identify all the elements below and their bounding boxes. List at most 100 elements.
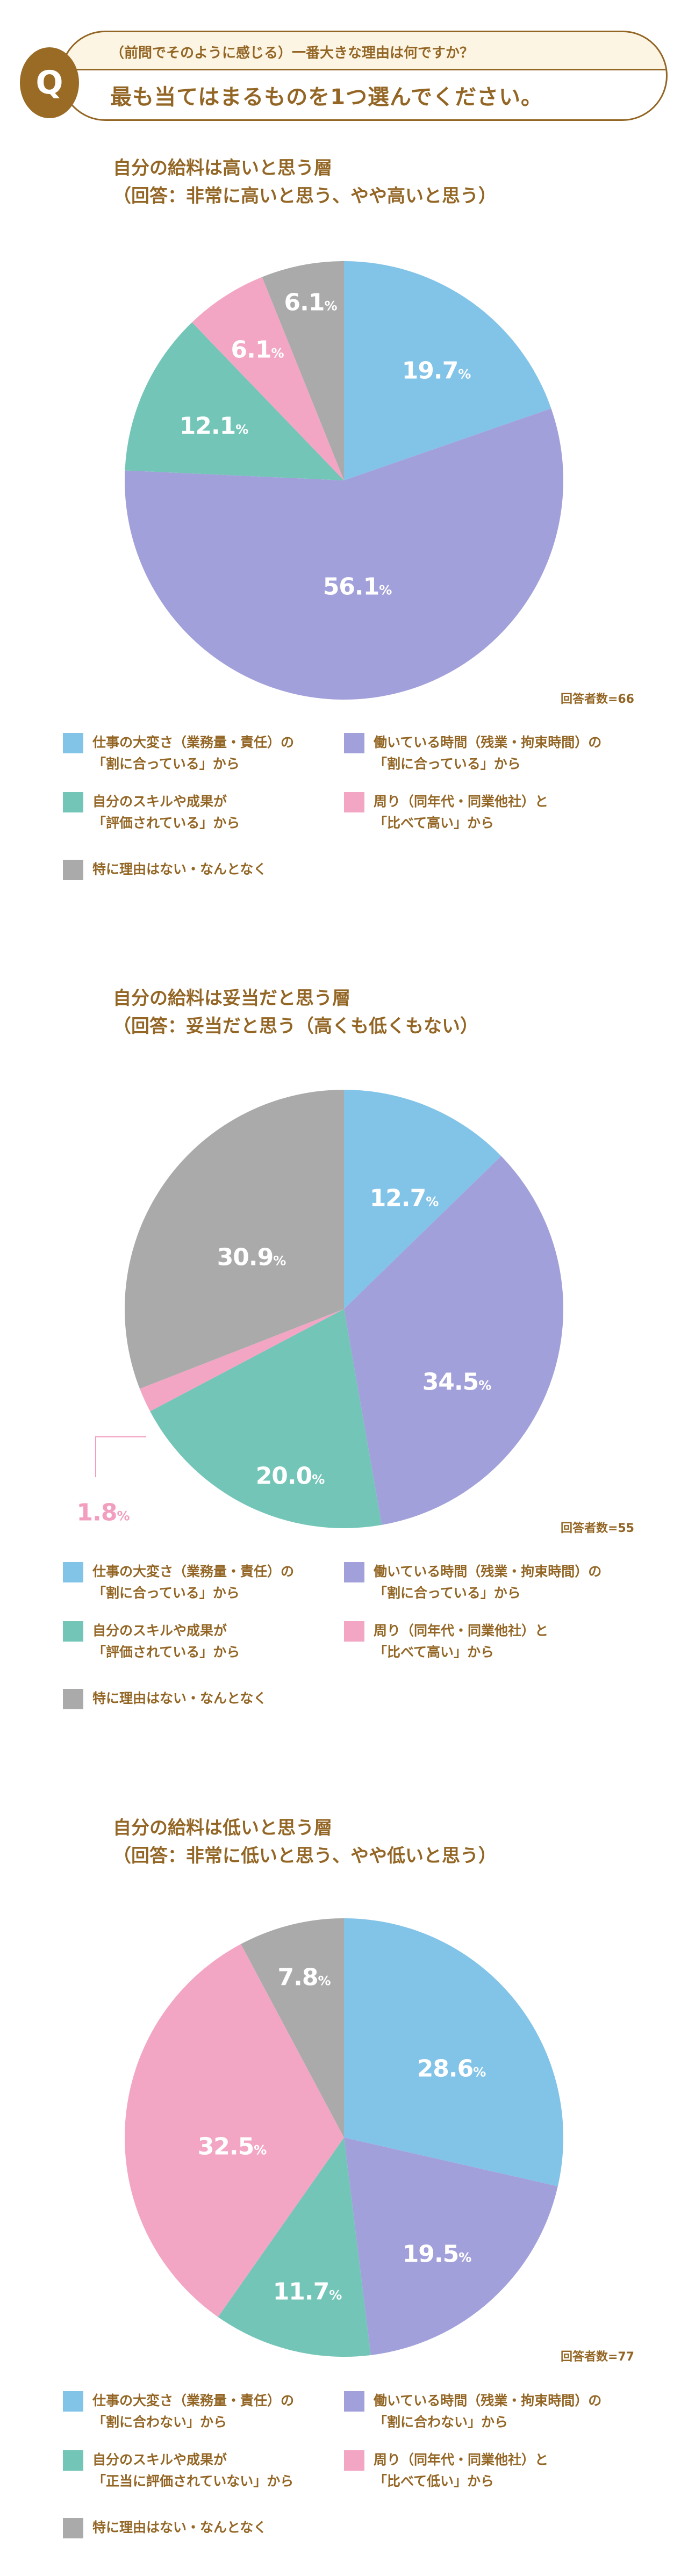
section-title: 自分の給料は妥当だと思う層 （回答：妥当だと思う（高くも低くもない） xyxy=(113,984,478,1040)
slice-label-gray: 6.1% xyxy=(284,289,338,316)
section-title-line1: 自分の給料は高いと思う層 xyxy=(113,157,332,179)
pie-slice xyxy=(125,1090,344,1389)
slice-value: 12.7 xyxy=(369,1184,427,1212)
pie-svg xyxy=(125,1918,563,2357)
callout-line-horizontal xyxy=(95,1436,146,1437)
slice-unit: % xyxy=(271,346,284,361)
legend-line2: 「割に合っている」から xyxy=(374,1585,521,1601)
slice-value: 7.8 xyxy=(277,1963,319,1991)
legend-line2: 「正当に評価されていない」から xyxy=(92,2473,294,2489)
legend-label: 仕事の大変さ（業務量・責任）の 「割に合っている」から xyxy=(92,1561,294,1604)
legend-line2: 「評価されている」から xyxy=(92,815,240,831)
slice-unit: % xyxy=(458,2250,472,2265)
legend-item-no-reason: 特に理由はない・なんとなく xyxy=(63,1688,267,1709)
legend-label: 自分のスキルや成果が 「評価されている」から xyxy=(92,1620,240,1663)
legend-swatch-blue xyxy=(63,2391,83,2412)
legend-item-peers: 周り（同年代・同業他社）と 「比べて高い」から xyxy=(344,1620,548,1663)
legend-line1: 特に理由はない・なんとなく xyxy=(92,2520,267,2535)
legend-line2: 「割に合っている」から xyxy=(374,756,521,772)
legend-line1: 周り（同年代・同業他社）と xyxy=(374,2452,549,2467)
legend-line2: 「割に合わない」から xyxy=(92,2414,227,2430)
respondent-count: 回答者数=66 xyxy=(560,693,634,706)
section-title: 自分の給料は低いと思う層 （回答：非常に低いと思う、やや低いと思う） xyxy=(113,1814,497,1870)
legend-label: 自分のスキルや成果が「正当に評価されていない」から xyxy=(92,2449,293,2492)
pie-slice xyxy=(192,277,344,480)
pie-slice xyxy=(262,261,344,480)
slice-unit: % xyxy=(379,582,392,598)
pie-slice xyxy=(150,1309,382,1528)
section-title: 自分の給料は高いと思う層 （回答：非常に高いと思う、やや高いと思う） xyxy=(113,154,497,210)
legend-label: 特に理由はない・なんとなく xyxy=(92,859,267,880)
legend-item-hours: 働いている時間（残業・拘束時間）の 「割に合っている」から xyxy=(344,1561,601,1604)
pie-chart xyxy=(125,1090,563,1528)
section-title-line2: （回答：非常に高いと思う、やや高いと思う） xyxy=(113,185,497,207)
question-pill: （前問でそのように感じる）一番大きな理由は何ですか？ 最も当てはまるものを1つ選… xyxy=(60,31,668,121)
slice-label-gray: 30.9% xyxy=(217,1244,286,1271)
legend-label: 特に理由はない・なんとなく xyxy=(92,1688,267,1709)
section-title-line1: 自分の給料は妥当だと思う層 xyxy=(113,988,350,1009)
pie-chart xyxy=(125,261,563,700)
legend-line1: 周り（同年代・同業他社）と xyxy=(374,794,549,809)
pie-slice xyxy=(140,1309,344,1412)
legend-line1: 仕事の大変さ（業務量・責任）の xyxy=(92,1564,295,1579)
legend-line2: 「比べて低い」から xyxy=(374,2473,494,2489)
slice-value: 20.0 xyxy=(255,1462,313,1490)
question-subtitle-band xyxy=(62,32,666,70)
slice-value: 1.8 xyxy=(76,1499,118,1527)
pie-slice xyxy=(125,408,563,700)
legend-item-no-reason: 特に理由はない・なんとなく xyxy=(63,859,267,880)
legend-swatch-gray xyxy=(63,860,83,880)
pie-slice xyxy=(344,1156,563,1525)
slice-label-purple: 34.5% xyxy=(422,1369,492,1396)
slice-value: 6.1 xyxy=(231,336,272,364)
legend-label: 仕事の大変さ（業務量・責任）の 「割に合わない」から xyxy=(92,2390,294,2433)
legend-item-skills: 自分のスキルや成果が 「評価されている」から xyxy=(63,791,240,834)
slice-unit: % xyxy=(478,1378,492,1393)
section-title-line2: （回答：非常に低いと思う、やや低いと思う） xyxy=(113,1845,497,1867)
legend-item-workload: 仕事の大変さ（業務量・責任）の 「割に合っている」から xyxy=(63,732,294,775)
legend-line1: 自分のスキルや成果が xyxy=(92,1623,227,1638)
slice-unit: % xyxy=(254,2142,267,2158)
legend-line1: 自分のスキルや成果が xyxy=(92,2452,227,2467)
legend-item-workload: 仕事の大変さ（業務量・責任）の 「割に合わない」から xyxy=(63,2390,294,2433)
legend-line2: 「評価されている」から xyxy=(92,1644,240,1660)
slice-label-blue: 28.6% xyxy=(417,2055,486,2083)
slice-label-pink: 1.8% xyxy=(77,1499,130,1527)
legend-swatch-purple xyxy=(344,1562,364,1582)
legend-item-peers: 周り（同年代・同業他社）と 「比べて低い」から xyxy=(344,2449,548,2492)
legend-label: 働いている時間（残業・拘束時間）の 「割に合わない」から xyxy=(374,2390,601,2433)
question-header: （前問でそのように感じる）一番大きな理由は何ですか？ 最も当てはまるものを1つ選… xyxy=(17,30,684,124)
legend-item-skills: 自分のスキルや成果が 「評価されている」から xyxy=(63,1620,240,1663)
legend-line1: 周り（同年代・同業他社）と xyxy=(374,1623,549,1638)
legend-label: 自分のスキルや成果が 「評価されている」から xyxy=(92,791,240,834)
question-subtitle: （前問でそのように感じる）一番大きな理由は何ですか？ xyxy=(110,45,474,61)
respondent-count: 回答者数=77 xyxy=(560,2350,634,2364)
legend-label: 周り（同年代・同業他社）と 「比べて高い」から xyxy=(374,1620,548,1663)
slice-label-purple: 19.5% xyxy=(403,2241,472,2268)
slice-unit: % xyxy=(312,1472,325,1487)
slice-label-pink: 32.5% xyxy=(198,2133,267,2161)
legend-item-workload: 仕事の大変さ（業務量・責任）の 「割に合っている」から xyxy=(63,1561,294,1604)
legend-line1: 働いている時間（残業・拘束時間）の xyxy=(374,1564,602,1579)
legend-swatch-teal xyxy=(63,792,83,812)
slice-value: 56.1 xyxy=(322,573,380,601)
legend-line2: 「比べて高い」から xyxy=(374,1644,494,1660)
slice-value: 11.7 xyxy=(273,2278,330,2306)
pie-slice xyxy=(344,1918,563,2186)
legend-label: 仕事の大変さ（業務量・責任）の 「割に合っている」から xyxy=(92,732,294,775)
legend-swatch-pink xyxy=(344,792,364,812)
pie-slice xyxy=(344,2138,558,2355)
legend-line1: 自分のスキルや成果が xyxy=(92,794,227,809)
slice-unit: % xyxy=(426,1194,439,1210)
legend-swatch-blue xyxy=(63,1562,83,1582)
slice-label-purple: 56.1% xyxy=(323,573,392,601)
legend-label: 周り（同年代・同業他社）と 「比べて低い」から xyxy=(374,2449,548,2492)
slice-value: 34.5 xyxy=(422,1368,479,1396)
legend-line1: 特に理由はない・なんとなく xyxy=(92,1690,267,1706)
slice-value: 12.1 xyxy=(179,412,236,440)
legend-line2: 「割に合っている」から xyxy=(92,1585,240,1601)
slice-unit: % xyxy=(318,1973,331,1989)
section-title-line1: 自分の給料は低いと思う層 xyxy=(113,1817,332,1839)
legend-line1: 働いている時間（残業・拘束時間）の xyxy=(374,735,602,750)
slice-value: 32.5 xyxy=(197,2133,255,2161)
